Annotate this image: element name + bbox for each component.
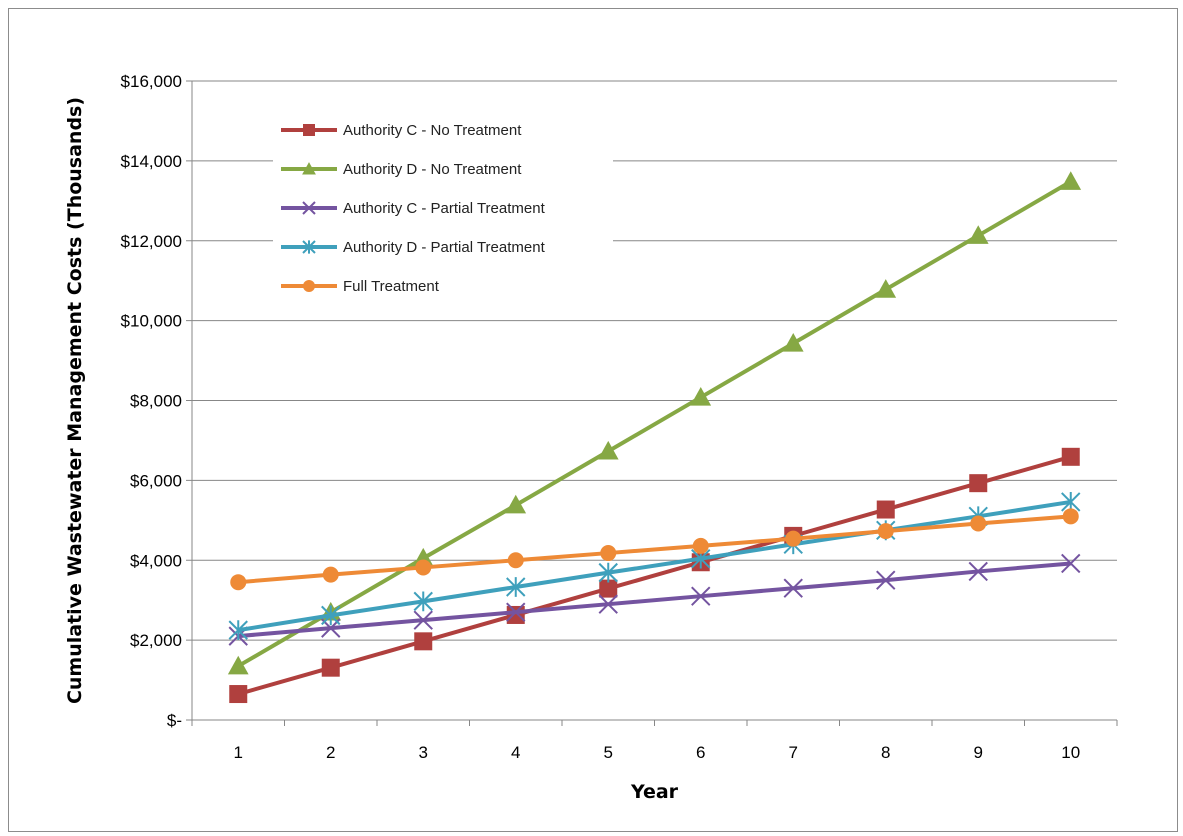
data-point bbox=[967, 225, 989, 244]
legend-label: Authority D - No Treatment bbox=[343, 161, 522, 178]
y-tick-label: $6,000 bbox=[130, 471, 182, 490]
data-point bbox=[875, 279, 897, 298]
data-point bbox=[228, 620, 248, 641]
line-chart: $- $2,000 $4,000 $6,000 $8,000 $10,000 $12,000… bbox=[64, 72, 1118, 803]
data-point bbox=[877, 523, 894, 540]
x-tick-label: 4 bbox=[511, 743, 520, 762]
series-line bbox=[238, 514, 1071, 585]
series-line bbox=[237, 454, 1072, 696]
data-point bbox=[600, 545, 617, 562]
legend-label: Authority C - No Treatment bbox=[343, 122, 522, 139]
legend-swatch-marker bbox=[303, 280, 315, 292]
legend-swatch-marker bbox=[302, 162, 316, 175]
data-point bbox=[598, 562, 618, 583]
data-point bbox=[505, 494, 527, 514]
y-tick-label: $4,000 bbox=[130, 551, 182, 570]
series-line bbox=[237, 499, 1072, 633]
data-point bbox=[970, 515, 987, 532]
y-tick-label: $8,000 bbox=[130, 392, 182, 411]
legend: Authority C - No Treatment Authority D - … bbox=[273, 110, 613, 309]
data-point bbox=[690, 386, 712, 406]
legend-swatch-marker bbox=[302, 240, 316, 254]
x-tick-label: 5 bbox=[604, 743, 613, 762]
data-point bbox=[1060, 171, 1082, 190]
data-point bbox=[413, 591, 433, 612]
data-point bbox=[507, 552, 524, 569]
data-point bbox=[506, 602, 526, 622]
data-point bbox=[413, 610, 433, 630]
data-point bbox=[599, 579, 618, 598]
data-point bbox=[876, 570, 896, 590]
x-tick-label: 6 bbox=[696, 743, 705, 762]
data-point bbox=[227, 655, 249, 675]
x-tick-label: 3 bbox=[419, 743, 428, 762]
x-axis-title: Year bbox=[630, 781, 679, 803]
legend-swatch-marker bbox=[303, 124, 315, 136]
data-point bbox=[597, 440, 619, 460]
data-point bbox=[414, 632, 433, 651]
data-point bbox=[692, 537, 709, 554]
y-tick-label: $- bbox=[167, 711, 182, 730]
axes: $- $2,000 $4,000 $6,000 $8,000 $10,000 $12,000… bbox=[121, 72, 1118, 762]
x-tick-label: 7 bbox=[789, 743, 798, 762]
legend-label: Authority D - Partial Treatment bbox=[343, 239, 546, 256]
y-tick-label: $10,000 bbox=[121, 312, 182, 331]
data-point bbox=[1061, 553, 1081, 574]
x-tick-label: 1 bbox=[234, 743, 243, 762]
x-tick-label: 2 bbox=[326, 743, 335, 762]
data-point bbox=[321, 658, 340, 677]
legend-swatch-marker bbox=[302, 201, 316, 215]
legend-label: Authority C - Partial Treatment bbox=[343, 200, 546, 217]
y-tick-label: $12,000 bbox=[121, 232, 182, 251]
data-point bbox=[876, 500, 895, 519]
data-point bbox=[321, 605, 341, 626]
series-lines bbox=[227, 171, 1082, 704]
data-point bbox=[230, 574, 247, 591]
data-point bbox=[598, 594, 618, 614]
x-tick-label: 8 bbox=[881, 743, 890, 762]
legend-label: Full Treatment bbox=[343, 278, 440, 295]
series-line bbox=[237, 179, 1072, 668]
data-point bbox=[783, 578, 803, 598]
data-point bbox=[322, 566, 339, 583]
y-axis-title: Cumulative Wastewater Management Costs (… bbox=[64, 97, 86, 704]
chart-area: $- $2,000 $4,000 $6,000 $8,000 $10,000 $12,000… bbox=[8, 8, 1178, 832]
x-tick-label: 9 bbox=[974, 743, 983, 762]
data-point bbox=[969, 474, 988, 493]
y-tick-label: $14,000 bbox=[121, 152, 182, 171]
data-point bbox=[1061, 447, 1080, 466]
data-point bbox=[785, 530, 802, 547]
data-point bbox=[691, 586, 711, 606]
y-tick-label: $2,000 bbox=[130, 631, 182, 650]
x-tick-label: 10 bbox=[1061, 743, 1080, 762]
series-line bbox=[238, 561, 1071, 639]
data-point bbox=[506, 605, 525, 624]
data-point bbox=[229, 685, 248, 704]
data-point bbox=[968, 561, 988, 582]
data-point bbox=[506, 577, 526, 597]
data-point bbox=[1062, 508, 1079, 525]
data-point bbox=[415, 559, 432, 576]
data-point bbox=[782, 333, 804, 352]
y-tick-label: $16,000 bbox=[121, 72, 182, 91]
